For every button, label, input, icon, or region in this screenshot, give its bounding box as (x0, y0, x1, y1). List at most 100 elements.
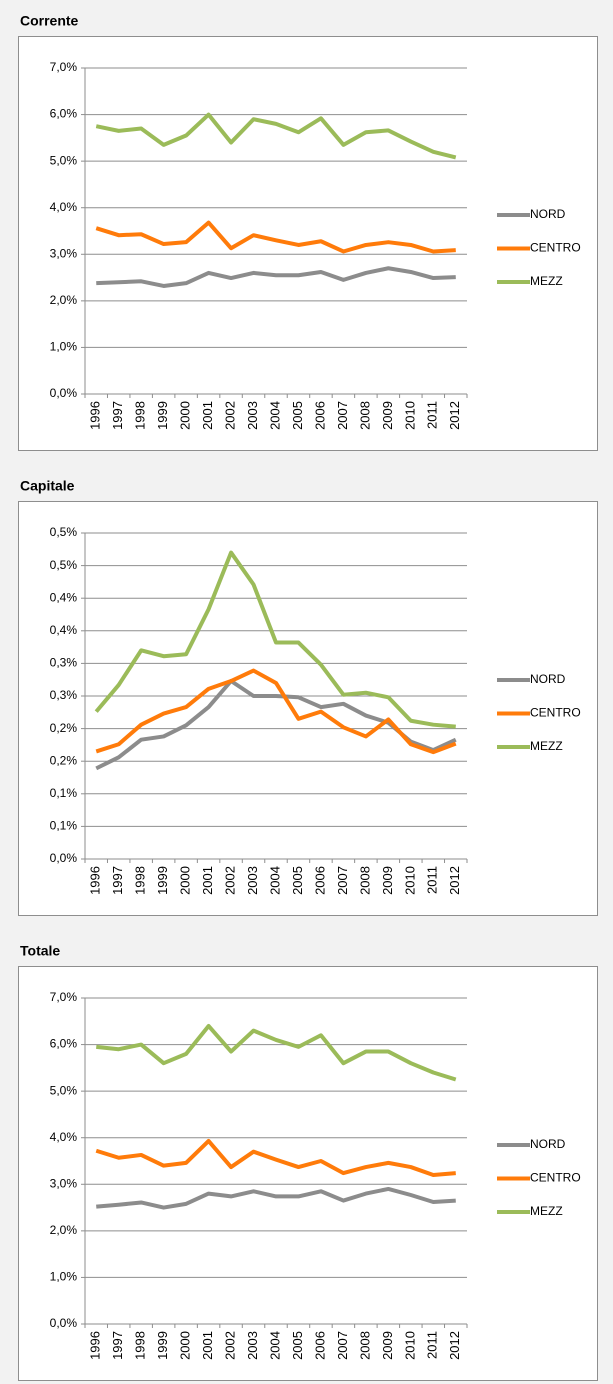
x-tick-label: 2000 (178, 401, 193, 430)
y-tick-label: 0,5% (50, 525, 78, 539)
x-tick-label: 2005 (290, 401, 305, 430)
line-series (95, 220, 456, 254)
x-tick-label: 2008 (357, 401, 372, 430)
x-tick-label: 2007 (335, 866, 350, 895)
legend-label: CENTRO (530, 241, 581, 255)
x-tick-label: 1996 (88, 401, 103, 430)
legend-label: MEZZ (530, 274, 563, 288)
line-series (95, 668, 457, 755)
x-tick-label: 2003 (245, 866, 260, 895)
x-tick-label: 1997 (110, 866, 125, 895)
y-tick-label: 0,0% (50, 386, 78, 400)
x-tick-label: 2010 (402, 401, 417, 430)
x-tick-label: 2006 (312, 866, 327, 895)
x-tick-label: 2009 (380, 401, 395, 430)
legend-label: MEZZ (530, 1204, 563, 1218)
x-tick-label: 2008 (357, 1331, 372, 1360)
y-tick-label: 0,4% (50, 590, 78, 604)
x-tick-label: 2004 (267, 1331, 282, 1360)
x-tick-label: 1997 (110, 401, 125, 430)
y-tick-label: 2,0% (50, 1223, 78, 1237)
y-tick-label: 1,0% (50, 340, 78, 354)
x-tick-label: 2002 (222, 401, 237, 430)
y-tick-label: 6,0% (50, 107, 78, 121)
chart-title: Corrente (20, 13, 79, 29)
x-tick-label: 2005 (290, 866, 305, 895)
legend-label: NORD (530, 207, 566, 221)
y-tick-label: 5,0% (50, 153, 78, 167)
legend-label: CENTRO (530, 1171, 581, 1185)
x-tick-label: 2004 (267, 866, 282, 895)
y-tick-label: 0,1% (50, 786, 78, 800)
y-tick-label: 4,0% (50, 200, 78, 214)
x-tick-label: 2009 (380, 866, 395, 895)
y-tick-label: 1,0% (50, 1270, 78, 1284)
y-tick-label: 3,0% (50, 1176, 78, 1190)
line-series (95, 112, 457, 160)
y-tick-label: 0,2% (50, 753, 78, 767)
chart-frame (18, 501, 598, 916)
y-tick-label: 7,0% (50, 990, 78, 1004)
x-tick-label: 2012 (447, 866, 462, 895)
legend-label: MEZZ (530, 739, 563, 753)
y-tick-label: 0,0% (50, 1316, 78, 1330)
x-tick-label: 2001 (200, 1331, 215, 1360)
x-tick-label: 2004 (267, 401, 282, 430)
x-tick-label: 2010 (402, 1331, 417, 1360)
y-tick-label: 5,0% (50, 1083, 78, 1097)
y-tick-label: 4,0% (50, 1130, 78, 1144)
y-tick-label: 0,1% (50, 819, 78, 833)
x-tick-label: 1997 (110, 1331, 125, 1360)
y-tick-label: 6,0% (50, 1037, 78, 1051)
x-tick-label: 2003 (245, 401, 260, 430)
line-series (95, 1138, 456, 1177)
x-tick-label: 2008 (357, 866, 372, 895)
y-tick-label: 0,3% (50, 656, 78, 670)
x-tick-label: 2000 (178, 1331, 193, 1360)
x-tick-label: 1999 (155, 401, 170, 430)
legend-label: NORD (530, 1137, 566, 1151)
y-tick-label: 2,0% (50, 293, 78, 307)
x-tick-label: 1998 (133, 401, 148, 430)
chart-title: Capitale (20, 478, 75, 494)
x-tick-label: 2011 (425, 1331, 440, 1359)
line-series (96, 1186, 456, 1210)
chart-title: Totale (20, 943, 60, 959)
x-tick-label: 2001 (200, 866, 215, 895)
x-tick-label: 1999 (155, 1331, 170, 1360)
y-tick-label: 3,0% (50, 246, 78, 260)
x-tick-label: 2007 (335, 1331, 350, 1360)
x-tick-label: 2002 (222, 1331, 237, 1360)
x-tick-label: 1996 (88, 1331, 103, 1360)
x-tick-label: 2011 (425, 401, 440, 429)
chart-frame (18, 966, 598, 1381)
line-series (94, 550, 456, 729)
line-series (96, 1023, 457, 1082)
x-tick-label: 2010 (402, 866, 417, 895)
x-tick-label: 2000 (178, 866, 193, 895)
x-tick-label: 2012 (447, 1331, 462, 1360)
y-tick-label: 7,0% (50, 60, 78, 74)
x-tick-label: 2006 (312, 1331, 327, 1360)
x-tick-label: 1998 (133, 866, 148, 895)
x-tick-label: 1998 (133, 1331, 148, 1360)
x-tick-label: 2001 (200, 401, 215, 430)
legend-label: CENTRO (530, 706, 581, 720)
x-tick-label: 2011 (425, 866, 440, 894)
x-tick-label: 2005 (290, 1331, 305, 1360)
x-tick-label: 2002 (222, 866, 237, 895)
y-tick-label: 0,0% (50, 851, 78, 865)
x-tick-label: 2012 (447, 401, 462, 430)
y-tick-label: 0,2% (50, 721, 78, 735)
y-tick-label: 0,3% (50, 688, 78, 702)
line-series (96, 266, 456, 288)
x-tick-label: 1996 (88, 866, 103, 895)
y-tick-label: 0,5% (50, 558, 78, 572)
x-tick-label: 1999 (155, 866, 170, 895)
x-tick-label: 2003 (245, 1331, 260, 1360)
x-tick-label: 2006 (312, 401, 327, 430)
legend-label: NORD (530, 672, 566, 686)
x-tick-label: 2009 (380, 1331, 395, 1360)
